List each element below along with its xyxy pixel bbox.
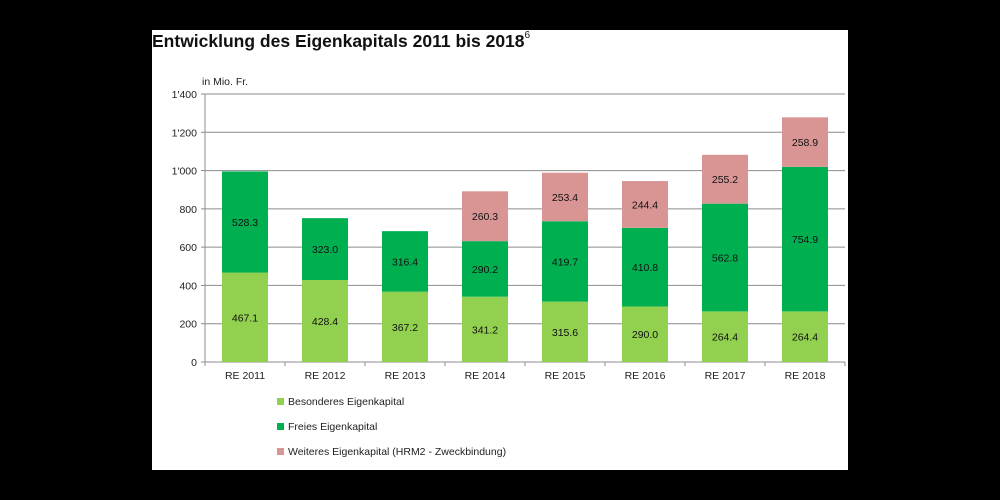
bar-segment [542,301,588,362]
data-label: 290.0 [632,329,658,341]
data-label: 255.2 [712,174,738,186]
data-label: 562.8 [712,253,738,265]
x-tick-label: RE 2012 [305,370,346,382]
data-label: 260.3 [472,211,498,223]
legend-label: Weiteres Eigenkapital (HRM2 - Zweckbindu… [288,446,507,458]
gridlines [205,93,845,325]
x-tick-label: RE 2017 [705,370,746,382]
x-tick-label: RE 2016 [625,370,666,382]
legend-item-freies: Freies Eigenkapital [277,421,377,433]
x-tick-label: RE 2018 [785,370,826,382]
bar-segment [302,218,348,280]
bar-segment [782,311,828,362]
bar-segment [782,117,828,167]
data-label: 467.1 [232,312,258,324]
data-label: 264.4 [792,332,818,344]
bar-segment [302,279,348,362]
data-label: 315.6 [552,327,578,339]
data-label: 290.2 [472,264,498,276]
data-label: 419.7 [552,256,578,268]
data-label: 323.0 [312,244,338,256]
y-tick-label: 800 [179,204,197,216]
data-label: 528.3 [232,217,258,229]
y-tick-label: 600 [179,242,197,254]
x-tick-label: RE 2015 [545,370,586,382]
bar-segment [222,171,268,273]
data-label: 244.4 [632,199,658,211]
legend-label: Besonderes Eigenkapital [288,396,405,408]
data-label: 264.4 [712,332,738,344]
x-tick-label: RE 2011 [225,370,265,382]
title-footnote: 6 [524,30,531,41]
legend-swatch [277,397,284,405]
bar-segment [622,306,668,362]
chart-title: Entwicklung des Eigenkapitals 2011 bis 2… [152,30,531,52]
bar-segment [622,181,668,228]
chart-panel: Entwicklung des Eigenkapitals 2011 bis 2… [152,30,848,470]
data-labels: 467.1 528.3 428.4 323.0 367.2 316.4 341.2 290.2… [232,137,818,344]
data-label: 754.9 [792,234,818,246]
bar-segment [702,203,748,312]
bar-segment [542,221,588,302]
y-tick-label: 1'200 [172,127,198,139]
chart-svg: 0 200 400 600 800 1'000 1'200 1'400 RE 2011 RE 20… [172,76,846,382]
data-label: 253.4 [552,192,578,204]
bar-segment [462,296,508,362]
data-label: 341.2 [472,324,498,336]
y-tick-label: 400 [179,280,197,292]
data-label: 367.2 [392,322,418,334]
bar-segment [702,311,748,362]
chart-title-text: Entwicklung des Eigenkapitals 2011 bis 2… [152,31,525,51]
y-tick-label: 1'400 [172,89,198,101]
data-label: 428.4 [312,316,338,328]
bar-segment [462,191,508,242]
bar-segment [382,231,428,292]
legend-item-besonderes: Besonderes Eigenkapital [277,396,404,408]
y-tick-label: 200 [179,319,197,331]
y-axis-label: in Mio. Fr. [202,76,248,88]
y-tick-label: 1'000 [172,166,198,178]
legend-swatch [277,422,284,430]
bar-segment [702,154,748,204]
bar-segment [782,166,828,312]
data-label: 316.4 [392,256,418,268]
legend-label: Freies Eigenkapital [288,421,378,433]
legend-swatch [277,447,284,455]
x-tick-label: RE 2013 [385,370,426,382]
bar-segment [462,241,508,297]
x-tick-label: RE 2014 [465,370,506,382]
bar-segment [542,172,588,222]
data-label: 258.9 [792,137,818,149]
bar-segment [382,291,428,362]
bar-segment [222,272,268,362]
bars [222,117,828,362]
y-tick-label: 0 [191,357,197,369]
legend-item-weiteres: Weiteres Eigenkapital (HRM2 - Zweckbindu… [277,446,506,458]
data-label: 410.8 [632,262,658,274]
bar-segment [622,227,668,307]
